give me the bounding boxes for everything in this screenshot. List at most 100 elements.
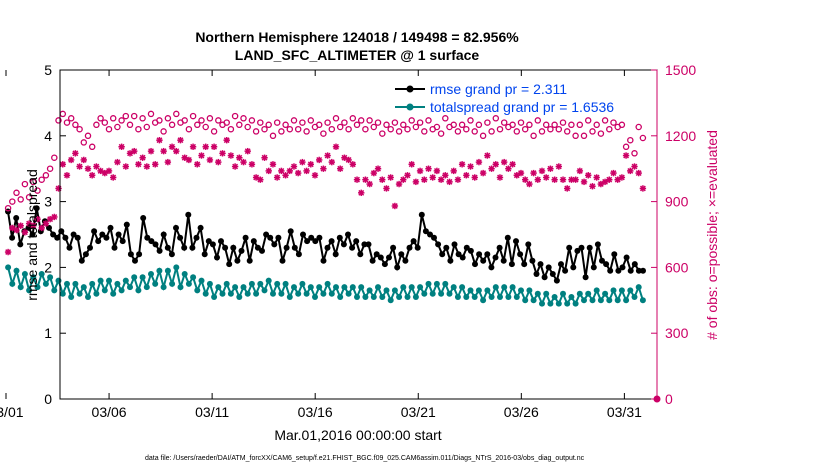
obs-possible-point — [118, 117, 125, 124]
obs-evaluated-point — [261, 154, 268, 161]
data-point-1 — [34, 284, 41, 291]
data-point-0 — [582, 274, 589, 281]
data-point-0 — [13, 215, 20, 221]
data-point-1 — [135, 287, 142, 294]
obs-evaluated-point — [500, 158, 508, 166]
obs-possible-point — [17, 196, 24, 203]
data-point-1 — [9, 280, 16, 287]
data-point-0 — [476, 251, 483, 258]
x-axis-label: Mar.01,2016 00:00:00 start — [274, 427, 441, 443]
data-point-1 — [122, 277, 129, 284]
obs-evaluated-point — [34, 215, 41, 223]
obs-possible-point — [601, 117, 609, 124]
data-point-1 — [551, 294, 558, 300]
data-point-1 — [467, 287, 474, 294]
data-point-1 — [610, 287, 617, 294]
obs-possible-point — [265, 121, 272, 129]
obs-possible-point — [576, 121, 584, 129]
obs-possible-point — [463, 125, 470, 133]
obs-evaluated-point — [488, 165, 495, 172]
obs-evaluated-point — [559, 176, 567, 183]
data-point-0 — [513, 238, 519, 245]
data-point-1 — [366, 287, 373, 294]
obs-evaluated-point — [147, 147, 155, 155]
obs-possible-point — [526, 121, 533, 129]
obs-evaluated-point — [42, 220, 50, 227]
obs-evaluated-point — [198, 152, 205, 159]
data-point-1 — [93, 290, 100, 297]
obs-possible-point — [610, 119, 617, 126]
obs-evaluated-point — [412, 178, 420, 186]
data-point-0 — [480, 257, 487, 264]
data-point-0 — [467, 247, 474, 254]
obs-evaluated-point — [521, 176, 529, 183]
obs-evaluated-point — [282, 172, 289, 179]
obs-evaluated-point — [38, 224, 45, 232]
data-point-0 — [377, 254, 384, 261]
data-point-1 — [442, 280, 449, 287]
data-point-0 — [87, 244, 93, 251]
data-point-0 — [234, 257, 241, 264]
obs-possible-point — [122, 112, 130, 120]
obs-evaluated-point — [294, 169, 302, 177]
data-point-0 — [545, 264, 552, 271]
data-point-0 — [566, 244, 573, 251]
data-point-1 — [522, 297, 529, 304]
data-point-0 — [336, 234, 343, 241]
legend-box — [390, 77, 652, 115]
data-point-1 — [152, 280, 159, 287]
data-point-1 — [202, 290, 209, 297]
data-point-1 — [240, 284, 247, 291]
data-point-0 — [226, 261, 233, 268]
x-tick-label: 03/16 — [298, 404, 333, 420]
data-point-1 — [488, 294, 495, 300]
obs-possible-point — [88, 143, 96, 151]
data-point-1 — [248, 280, 255, 287]
data-point-0 — [484, 251, 491, 258]
obs-evaluated-point — [463, 172, 470, 179]
data-point-0 — [574, 247, 581, 254]
data-point-1 — [270, 290, 276, 297]
obs-possible-point — [517, 119, 525, 126]
obs-possible-point — [379, 130, 386, 137]
footnote: data file: /Users/raeder/DAI/ATM_forcXX/… — [145, 455, 585, 462]
data-point-1 — [593, 287, 600, 294]
data-point-0 — [259, 247, 265, 254]
data-point-1 — [597, 297, 604, 304]
obs-evaluated-point — [564, 185, 571, 192]
obs-evaluated-point — [475, 158, 483, 166]
data-point-0 — [394, 264, 401, 271]
obs-possible-point — [635, 123, 642, 131]
data-point-0 — [541, 274, 548, 281]
obs-possible-point — [400, 121, 407, 129]
data-point-1 — [316, 284, 323, 291]
obs-possible-point — [433, 123, 441, 131]
data-point-0 — [431, 234, 437, 241]
data-point-0 — [25, 224, 32, 231]
data-point-0 — [619, 264, 626, 271]
obs-evaluated-point — [59, 161, 66, 168]
data-point-1 — [623, 297, 630, 304]
y-tick-label-right: 900 — [665, 194, 689, 210]
obs-evaluated-point — [391, 202, 399, 210]
obs-possible-point — [425, 117, 432, 124]
obs-possible-point — [51, 154, 58, 161]
data-point-1 — [631, 294, 638, 300]
data-point-1 — [76, 290, 83, 297]
data-point-1 — [484, 287, 491, 294]
obs-possible-point — [345, 125, 352, 133]
obs-possible-point — [147, 110, 155, 118]
obs-evaluated-point — [530, 169, 537, 177]
y-tick-label-left: 4 — [44, 128, 52, 144]
obs-evaluated-point — [362, 176, 369, 183]
data-point-0 — [635, 267, 642, 274]
data-point-1 — [127, 284, 133, 291]
obs-possible-point — [42, 172, 50, 179]
data-point-1 — [539, 300, 545, 307]
obs-possible-point — [622, 143, 630, 151]
data-point-1 — [320, 290, 327, 297]
data-point-0 — [197, 224, 204, 231]
data-point-1 — [164, 267, 171, 274]
obs-evaluated-point — [17, 222, 24, 229]
obs-possible-point — [109, 115, 117, 122]
